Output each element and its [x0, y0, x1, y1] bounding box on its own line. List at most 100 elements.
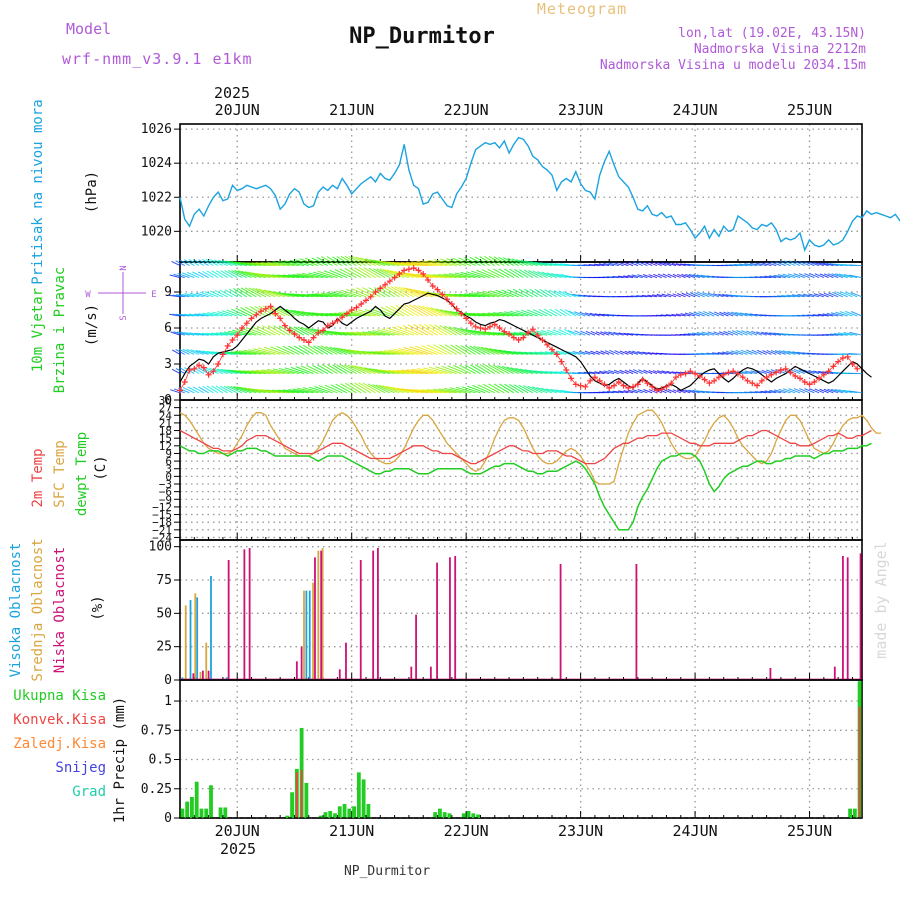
wind-ylabel-sub: Brzina i Pravac — [52, 267, 68, 393]
wind-barb — [757, 350, 766, 354]
precip-legend-item: Grad — [72, 784, 106, 800]
total-precip-bar — [357, 772, 361, 818]
precipitation-ytick-label: 1 — [164, 694, 172, 709]
panels: 10201022102410260369−24−21−18−15−12−9−6−… — [141, 122, 900, 826]
temperature-ytick-label: 30 — [159, 394, 172, 407]
total-precip-bar — [190, 797, 194, 818]
total-precip-bar — [443, 812, 447, 818]
total-precip-bar — [366, 804, 370, 818]
total-precip-bar — [362, 779, 366, 818]
compass-w: W — [85, 290, 91, 300]
wind-barb — [762, 351, 771, 355]
dewpt-ylabel: dewpt Temp — [74, 432, 90, 516]
pressure-ytick-label: 1026 — [141, 122, 172, 137]
clouds-ytick-label: 75 — [156, 573, 172, 588]
pressure-ytick-label: 1020 — [141, 224, 172, 239]
mid-cloud-ylabel: Srednja Oblacnost — [30, 538, 46, 681]
low-cloud-ylabel: Niska Oblacnost — [52, 547, 68, 673]
high-cloud-ylabel: Visoka Oblacnost — [8, 543, 24, 678]
total-precip-bar — [219, 807, 223, 818]
total-precip-bar — [304, 783, 308, 818]
wind-barb — [591, 331, 600, 335]
precipitation-panel: 00.250.50.751 — [141, 680, 862, 826]
wind-barb — [444, 326, 461, 335]
wind-ytick-label: 9 — [164, 285, 172, 300]
total-precip-bar — [180, 809, 184, 818]
bottom-day-label: 24JUN — [672, 822, 717, 840]
precipitation-ytick-label: 0.75 — [141, 723, 172, 738]
clouds-ytick-label: 50 — [156, 606, 172, 621]
total-precip-bar — [195, 782, 199, 818]
wind-barb — [409, 305, 428, 316]
bottom-day-label: 23JUN — [558, 822, 603, 840]
total-precip-bar — [352, 806, 356, 818]
total-precip-bar — [853, 809, 857, 818]
footer-station: NP_Durmitor — [344, 864, 430, 879]
bottom-year-label: 2025 — [220, 840, 256, 858]
model-elevation-info: Nadmorska Visina u modelu 2034.15m — [600, 58, 866, 73]
lonlat-info: lon,lat (19.02E, 43.15N) — [678, 26, 866, 41]
wind-barb — [340, 365, 356, 374]
pressure-frame — [180, 124, 862, 262]
total-precip-bar — [209, 785, 213, 818]
wind-barb — [440, 325, 457, 335]
conv-precip-bar — [296, 772, 298, 818]
temp-unit: (C) — [93, 455, 109, 480]
wind-barb — [609, 350, 618, 354]
top-day-label: 20JUN — [215, 101, 260, 119]
wind-barb — [820, 274, 829, 278]
pressure-line — [180, 138, 900, 251]
total-precip-bar — [438, 809, 442, 818]
total-precip-bar — [462, 813, 466, 818]
precip-legend: Ukupna KisaKonvek.KisaZaledj.KisaSnijegG… — [13, 688, 106, 800]
wind-ytick-label: 6 — [164, 321, 172, 336]
precip-unit: 1hr Precip (mm) — [112, 697, 128, 823]
total-precip-bar — [848, 809, 852, 818]
top-day-label: 25JUN — [787, 101, 832, 119]
bottom-day-label: 21JUN — [329, 822, 374, 840]
precip-legend-item: Zaledj.Kisa — [13, 736, 106, 752]
total-precip-bar — [324, 812, 328, 818]
precipitation-ytick-label: 0.5 — [149, 753, 172, 768]
conv-precip-bar — [859, 707, 861, 818]
bottom-day-label: 20JUN — [215, 822, 260, 840]
compass-n: N — [119, 265, 129, 270]
wind-barb — [203, 386, 214, 392]
total-precip-bar — [343, 804, 347, 818]
clouds-ytick-label: 0 — [164, 673, 172, 688]
precipitation-ytick-label: 0.25 — [141, 782, 172, 797]
pressure-ytick-label: 1022 — [141, 190, 172, 205]
top-day-label: 21JUN — [329, 101, 374, 119]
wind-barb — [363, 383, 380, 393]
clouds-frame — [180, 540, 862, 680]
total-precip-bar — [347, 809, 351, 818]
top-day-label: 22JUN — [444, 101, 489, 119]
total-precip-bar — [333, 813, 337, 818]
total-precip-bar — [290, 792, 294, 818]
total-precip-bar — [328, 811, 332, 818]
total-precip-bar — [433, 812, 437, 818]
elevation-info: Nadmorska Visina 2212m — [694, 42, 866, 57]
clouds-ytick-label: 25 — [156, 640, 172, 655]
wind-barb — [810, 274, 819, 278]
wind-barb — [724, 331, 734, 335]
wind-barb — [419, 324, 438, 335]
wind-barb — [408, 325, 428, 335]
total-precip-bar — [467, 811, 471, 818]
precip-legend-item: Konvek.Kisa — [13, 712, 106, 728]
bottom-day-label: 25JUN — [787, 822, 832, 840]
wind-barb — [198, 272, 208, 278]
model-label: Model — [66, 20, 111, 38]
wind-barb — [172, 350, 180, 354]
wind-barb — [359, 267, 376, 277]
total-precip-bar — [204, 809, 208, 818]
sfc-temp-ylabel: SFC Temp — [52, 440, 68, 507]
cloud-unit: (%) — [90, 595, 106, 620]
dewpt-line — [180, 443, 872, 530]
clouds-ytick-label: 100 — [149, 540, 172, 555]
wind-barb — [498, 366, 514, 374]
top-day-label: 23JUN — [558, 101, 603, 119]
